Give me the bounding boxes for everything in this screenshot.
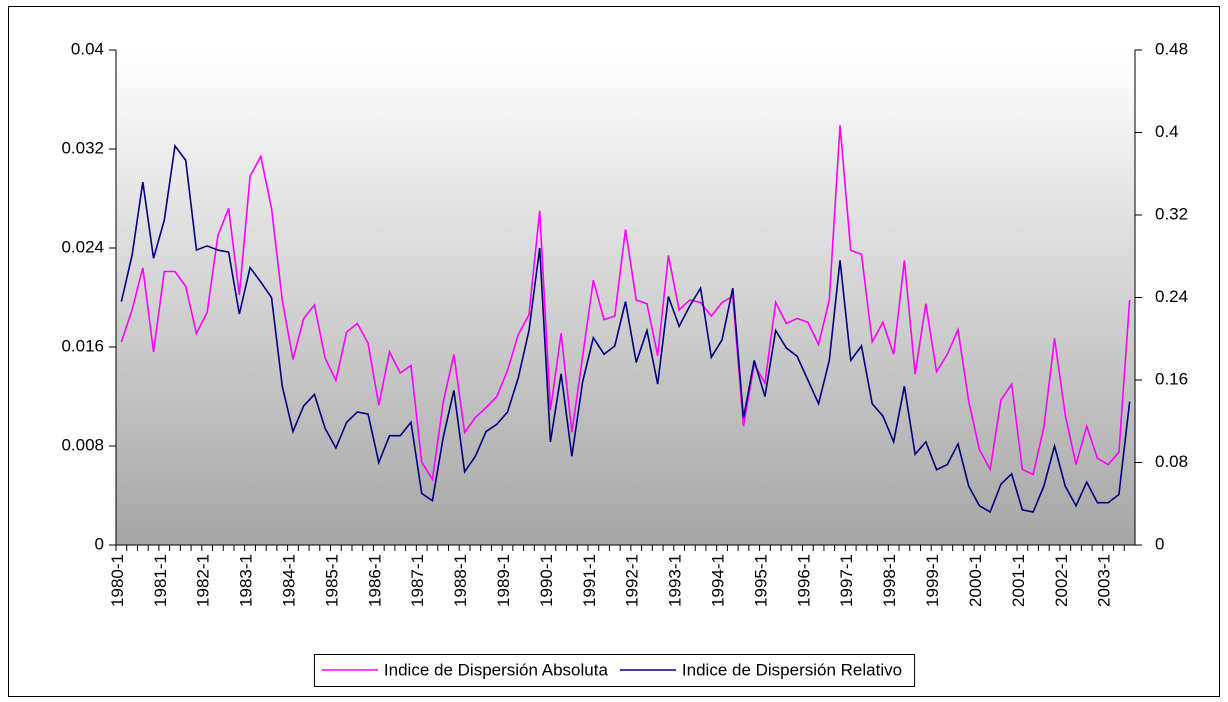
x-tick-label: 1984-1 xyxy=(279,554,298,607)
x-tick-label: 1991-1 xyxy=(580,554,599,607)
y-tick-label: 0 xyxy=(95,534,104,553)
x-tick-label: 1981-1 xyxy=(151,554,170,607)
series-line xyxy=(120,143,1131,514)
y-tick-label: 0.008 xyxy=(61,435,104,454)
x-tick-label: 1992-1 xyxy=(623,554,642,607)
y2-tick-label: 0.08 xyxy=(1155,452,1188,471)
y2-tick-label: 0.48 xyxy=(1155,39,1188,58)
x-tick-label: 1986-1 xyxy=(365,554,384,607)
x-tick-label: 1995-1 xyxy=(751,554,770,607)
x-tick-label: 2002-1 xyxy=(1052,554,1071,607)
x-tick-label: 1982-1 xyxy=(194,554,213,607)
series-line xyxy=(120,125,1131,482)
x-tick-label: 1999-1 xyxy=(923,554,942,607)
legend-label: Indice de Dispersión Absoluta xyxy=(384,660,609,679)
x-tick-label: 1985-1 xyxy=(322,554,341,607)
legend-box xyxy=(313,654,916,687)
x-tick-label: 1990-1 xyxy=(537,554,556,607)
y2-tick-label: 0.4 xyxy=(1155,122,1179,141)
plot-area xyxy=(116,50,1135,545)
y2-tick-label: 0.32 xyxy=(1155,204,1188,223)
legend-label: Indice de Dispersión Relativo xyxy=(682,660,902,679)
x-tick-label: 1983-1 xyxy=(237,554,256,607)
x-tick-label: 1980-1 xyxy=(108,554,127,607)
legend: Indice de Dispersión Absoluta Indice de D… xyxy=(313,654,916,687)
y-tick-label: 0.032 xyxy=(61,138,104,157)
y-tick-label: 0.04 xyxy=(71,39,104,58)
plot-layer: 0 0.008 0.016 0.024 0.032 0.04 0 0.08 0.16 0.24 0.… xyxy=(61,39,1188,606)
x-tick-label: 2000-1 xyxy=(966,554,985,607)
y2-tick-label: 0.16 xyxy=(1155,369,1188,388)
y-tick-label: 0.024 xyxy=(61,237,104,256)
x-tick-label: 1989-1 xyxy=(494,554,513,607)
x-tick-label: 1987-1 xyxy=(408,554,427,607)
x-tick-label: 1994-1 xyxy=(709,554,728,607)
x-tick-label: 1993-1 xyxy=(666,554,685,607)
x-tick-label: 1988-1 xyxy=(451,554,470,607)
y2-tick-label: 0 xyxy=(1155,534,1164,553)
x-tick-label: 1998-1 xyxy=(880,554,899,607)
x-tick-label: 1997-1 xyxy=(837,554,856,607)
x-tick-label: 2001-1 xyxy=(1009,554,1028,607)
x-tick-label: 1996-1 xyxy=(794,554,813,607)
x-tick-label: 2003-1 xyxy=(1095,554,1114,607)
y2-tick-label: 0.24 xyxy=(1155,287,1188,306)
y-tick-label: 0.016 xyxy=(61,336,104,355)
